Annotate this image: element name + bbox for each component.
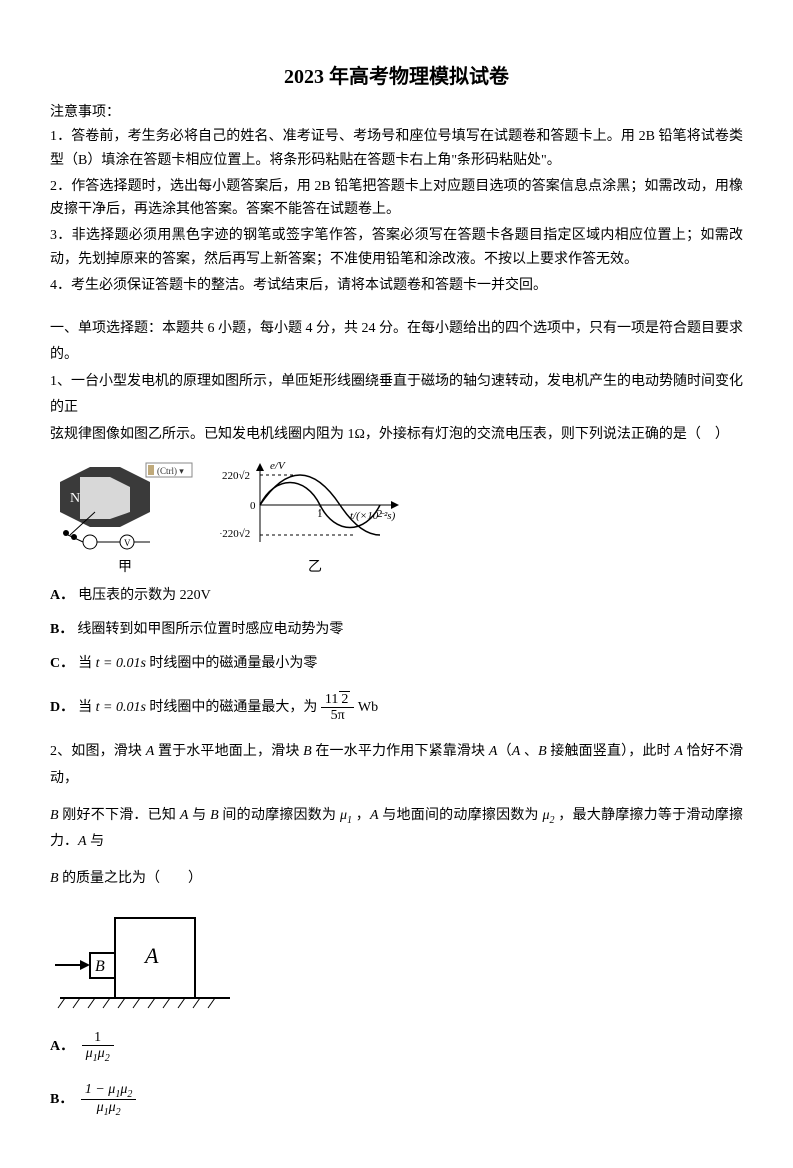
option-unit: Wb bbox=[354, 700, 378, 715]
question-2: 2、如图，滑块 A 置于水平地面上，滑块 B 在一水平力作用下紧靠滑块 A（A … bbox=[50, 739, 743, 1118]
q2-text: 与 bbox=[87, 834, 105, 849]
var-A: A bbox=[78, 834, 87, 849]
q2-text: 、 bbox=[520, 744, 538, 759]
q2-option-a: A． 1 μ1μ2 bbox=[50, 1030, 743, 1064]
fraction: 1 μ1μ2 bbox=[82, 1030, 114, 1064]
section-one-head: 一、单项选择题：本题共 6 小题，每小题 4 分，共 24 分。在每小题给出的四… bbox=[50, 316, 743, 369]
var-B: B bbox=[50, 808, 59, 823]
q2-text: ， bbox=[352, 808, 370, 823]
option-label: C． bbox=[50, 656, 74, 671]
instructions-head: 注意事项： bbox=[50, 101, 743, 121]
svg-text:1: 1 bbox=[317, 508, 323, 520]
ctrl-label: (Ctrl) ▾ bbox=[157, 466, 184, 476]
generator-icon: N (Ctrl) ▾ V bbox=[50, 457, 200, 552]
var-B: B bbox=[303, 744, 312, 759]
instruction-item: 1．答卷前，考生务必将自己的姓名、准考证号、考场号和座位号填写在试题卷和答题卡上… bbox=[50, 125, 743, 173]
option-prefix: 当 bbox=[78, 700, 96, 715]
option-text: 线圈转到如甲图所示位置时感应电动势为零 bbox=[77, 622, 343, 637]
q2-figure: A B bbox=[50, 903, 743, 1018]
q1-option-c: C． 当 t = 0.01s 时线圈中的磁通量最小为零 bbox=[50, 650, 743, 678]
q2-text: 刚好不下滑．已知 bbox=[59, 808, 180, 823]
option-prefix: 当 bbox=[78, 656, 96, 671]
q1-figure-right: e/V t/(×10⁻²s) 220√2 0 −220√2 1 2 乙 bbox=[220, 457, 410, 576]
y-min-label: −220√2 bbox=[220, 528, 250, 540]
exam-page: 2023 年高考物理模拟试卷 注意事项： 1．答卷前，考生务必将自己的姓名、准考… bbox=[0, 0, 793, 1168]
q2-text: 与地面间的动摩擦因数为 bbox=[379, 808, 543, 823]
option-label: D． bbox=[50, 700, 74, 715]
var-mu2: μ2 bbox=[543, 808, 555, 823]
q2-text: 置于水平地面上，滑块 bbox=[154, 744, 303, 759]
option-label: B． bbox=[50, 622, 73, 637]
var-A: A bbox=[370, 808, 379, 823]
q2-stem-line3: B 的质量之比为（ ） bbox=[50, 866, 743, 893]
q2-stem-line1: 2、如图，滑块 A 置于水平地面上，滑块 B 在一水平力作用下紧靠滑块 A（A … bbox=[50, 739, 743, 792]
var-A: A bbox=[674, 744, 683, 759]
option-label: B． bbox=[50, 1092, 73, 1107]
instructions-block: 注意事项： 1．答卷前，考生务必将自己的姓名、准考证号、考场号和座位号填写在试题… bbox=[50, 101, 743, 298]
option-eq: t = 0.01s bbox=[96, 700, 146, 715]
blocks-diagram-icon: A B bbox=[50, 903, 240, 1013]
q2-options: A． 1 μ1μ2 B． 1 − μ1μ2 μ1μ2 bbox=[50, 1030, 743, 1119]
q2-text: 2、如图，滑块 bbox=[50, 744, 146, 759]
option-label: A． bbox=[50, 1039, 74, 1054]
option-label: A． bbox=[50, 588, 74, 603]
fraction: 1 − μ1μ2 μ1μ2 bbox=[81, 1082, 137, 1119]
sine-graph-icon: e/V t/(×10⁻²s) 220√2 0 −220√2 1 2 bbox=[220, 457, 410, 552]
var-A: A bbox=[146, 744, 155, 759]
q1-figures: N (Ctrl) ▾ V 甲 bbox=[50, 457, 743, 576]
instruction-item: 2．作答选择题时，选出每小题答案后，用 2B 铅笔把答题卡上对应题目选项的答案信… bbox=[50, 175, 743, 223]
q1-option-d: D． 当 t = 0.01s 时线圈中的磁通量最大，为 1125π Wb bbox=[50, 692, 743, 724]
svg-text:N: N bbox=[70, 491, 80, 506]
q1-option-b: B． 线圈转到如甲图所示位置时感应电动势为零 bbox=[50, 616, 743, 644]
option-text: 电压表的示数为 220V bbox=[78, 588, 211, 603]
instruction-item: 4．考生必须保证答题卡的整洁。考试结束后，请将本试题卷和答题卡一并交回。 bbox=[50, 274, 743, 298]
q2-text: 在一水平力作用下紧靠滑块 bbox=[312, 744, 489, 759]
var-B: B bbox=[538, 744, 547, 759]
q1-stem-line2: 弦规律图像如图乙所示。已知发电机线圈内阻为 1Ω，外接标有灯泡的交流电压表，则下… bbox=[50, 422, 743, 449]
q1-stem-line1: 1、一台小型发电机的原理如图所示，单匝矩形线圈绕垂直于磁场的轴匀速转动，发电机产… bbox=[50, 369, 743, 422]
option-mid: 时线圈中的磁通量最大，为 bbox=[146, 700, 321, 715]
svg-text:V: V bbox=[124, 538, 131, 548]
q1-option-a: A． 电压表的示数为 220V bbox=[50, 582, 743, 610]
var-B: B bbox=[210, 808, 219, 823]
svg-text:B: B bbox=[95, 958, 105, 975]
option-eq: t = 0.01s bbox=[96, 656, 146, 671]
svg-text:0: 0 bbox=[250, 500, 256, 512]
q2-text: 的质量之比为（ ） bbox=[59, 871, 203, 886]
q1-fig-caption-left: 甲 bbox=[118, 556, 132, 576]
q2-text: 间的动摩擦因数为 bbox=[219, 808, 340, 823]
q2-text: 接触面竖直），此时 bbox=[547, 744, 675, 759]
y-max-label: 220√2 bbox=[222, 470, 250, 482]
q1-fig-caption-right: 乙 bbox=[308, 556, 322, 576]
q2-stem-line2: B 刚好不下滑．已知 A 与 B 间的动摩擦因数为 μ1 ，A 与地面间的动摩擦… bbox=[50, 803, 743, 856]
var-A: A bbox=[512, 744, 521, 759]
y-axis-label: e/V bbox=[270, 460, 286, 472]
page-title: 2023 年高考物理模拟试卷 bbox=[50, 60, 743, 89]
q2-text: 与 bbox=[188, 808, 210, 823]
option-suffix: 时线圈中的磁通量最小为零 bbox=[146, 656, 318, 671]
question-1: 1、一台小型发电机的原理如图所示，单匝矩形线圈绕垂直于磁场的轴匀速转动，发电机产… bbox=[50, 369, 743, 724]
q1-figure-left: N (Ctrl) ▾ V 甲 bbox=[50, 457, 200, 576]
q2-text: （ bbox=[497, 744, 511, 759]
svg-text:2: 2 bbox=[377, 508, 383, 520]
svg-text:A: A bbox=[143, 943, 159, 968]
var-mu1: μ1 bbox=[340, 808, 352, 823]
var-B: B bbox=[50, 871, 59, 886]
instruction-item: 3．非选择题必须用黑色字迹的钢笔或签字笔作答，答案必须写在答题卡各题目指定区域内… bbox=[50, 224, 743, 272]
q2-option-b: B． 1 − μ1μ2 μ1μ2 bbox=[50, 1082, 743, 1119]
q1-options: A． 电压表的示数为 220V B． 线圈转到如甲图所示位置时感应电动势为零 C． 当… bbox=[50, 582, 743, 724]
fraction: 1125π bbox=[321, 692, 354, 724]
